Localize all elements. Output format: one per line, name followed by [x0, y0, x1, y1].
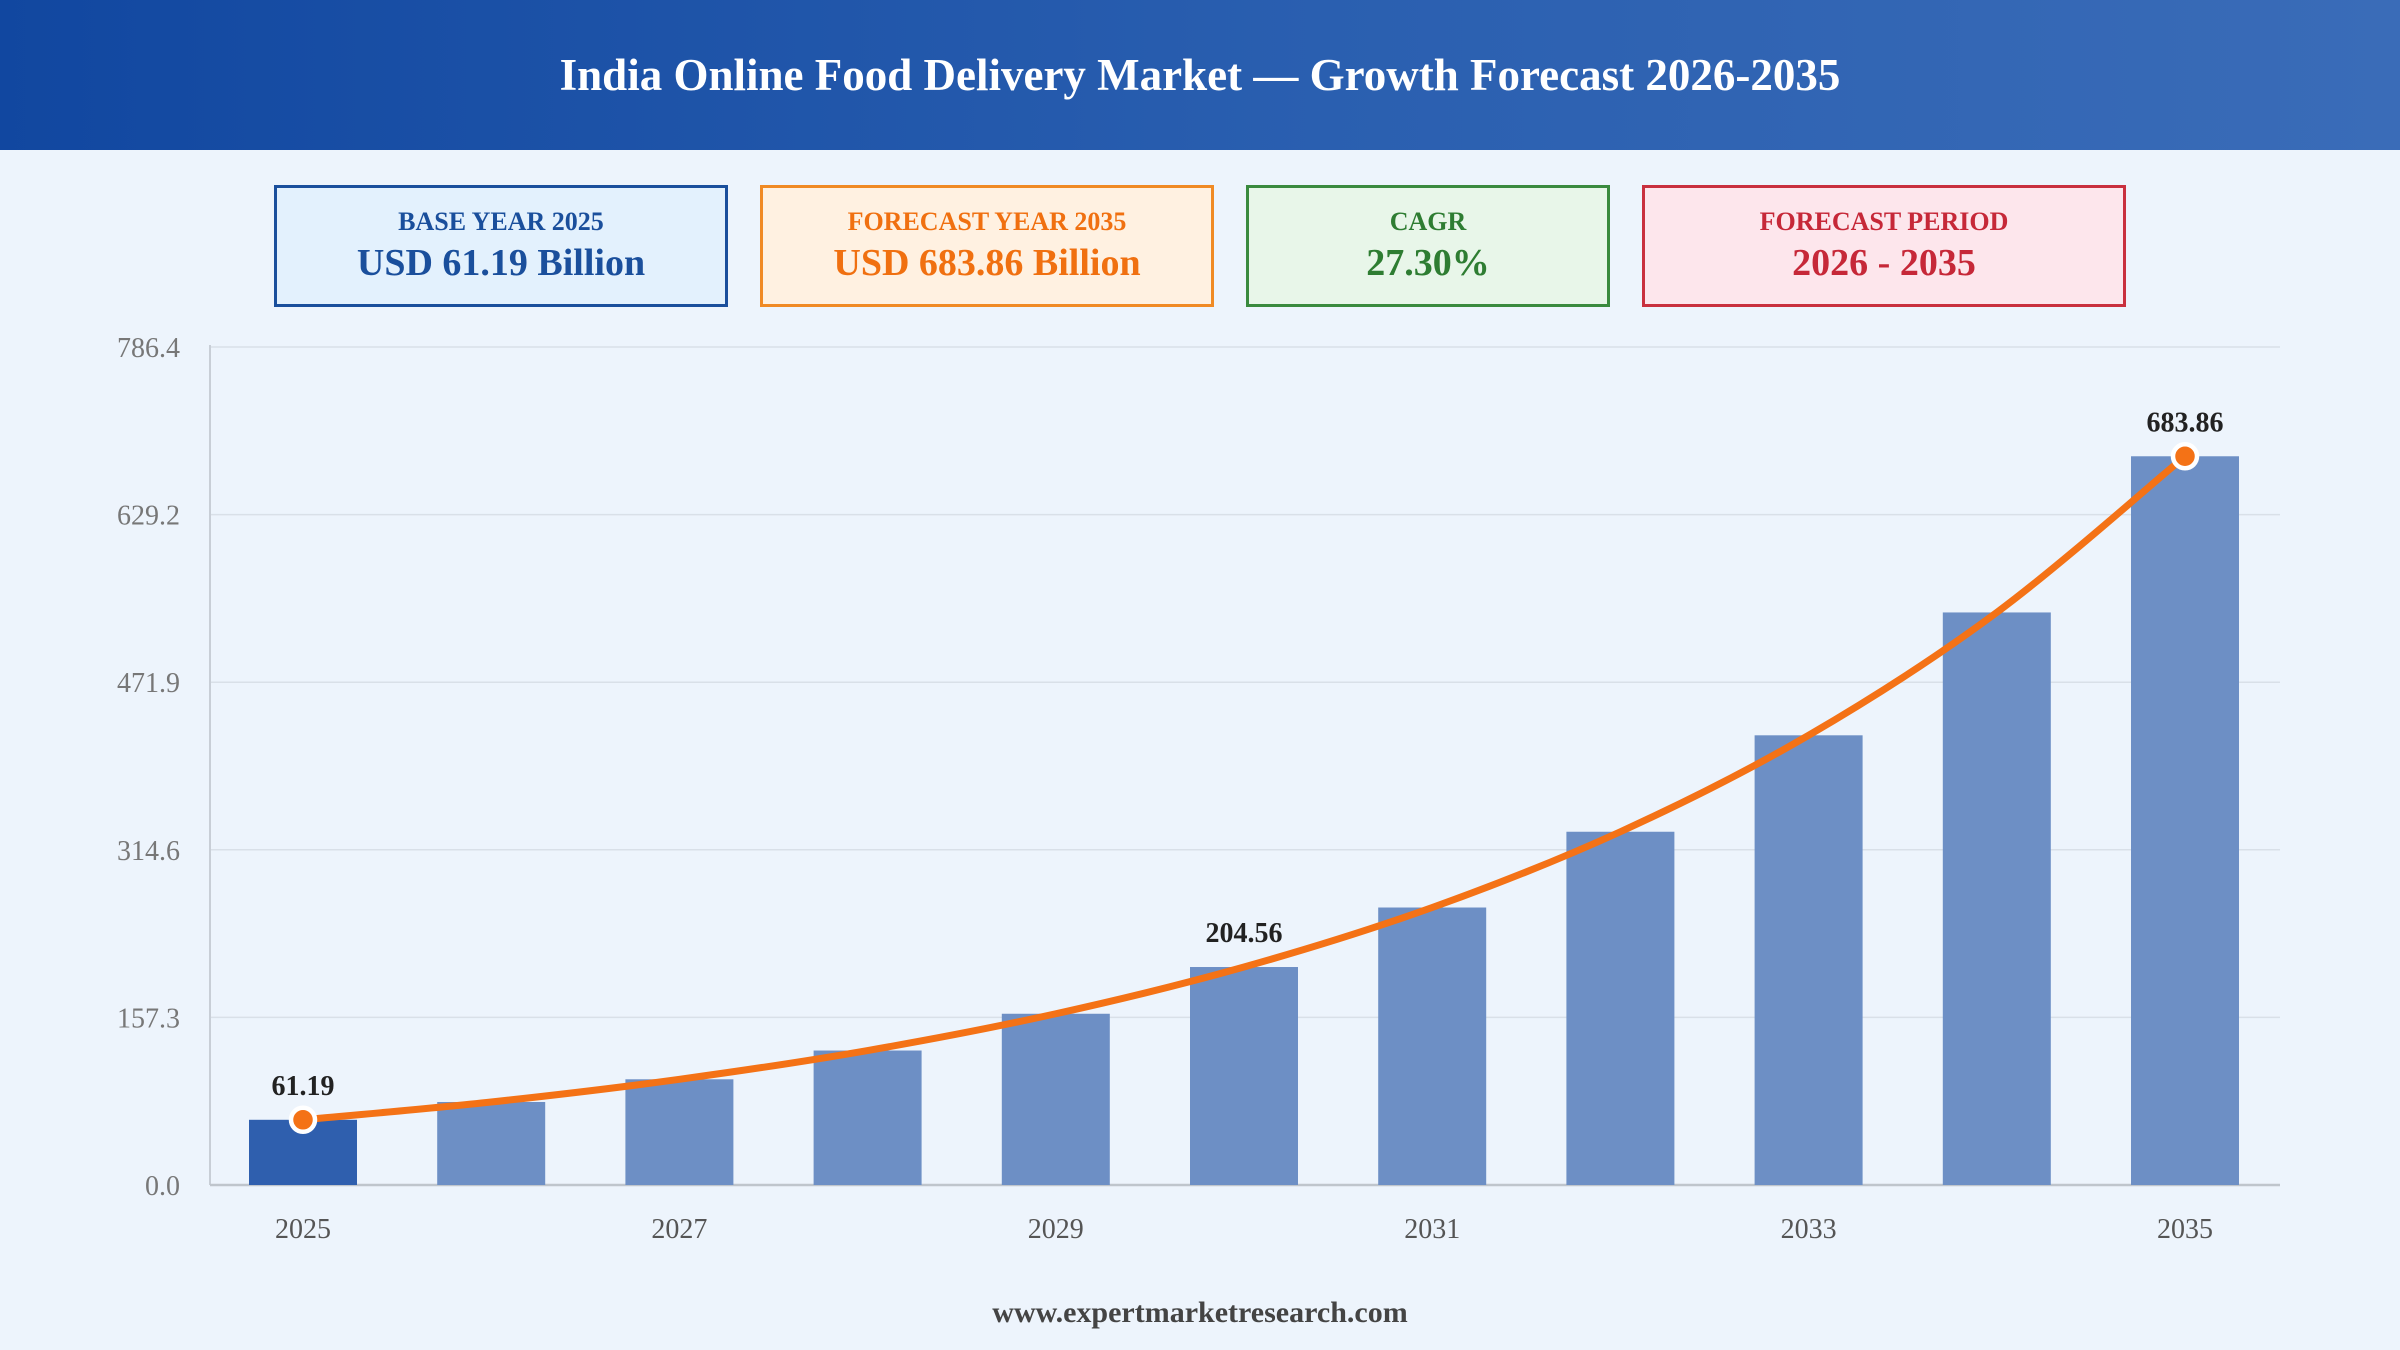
kpi-base-year-value: USD 61.19 Billion — [356, 242, 646, 284]
bar-2030 — [1190, 967, 1298, 1185]
bar-2033 — [1754, 735, 1863, 1185]
kpi-forecast-period-label: FORECAST PERIOD — [1759, 207, 2009, 236]
bar-2035 — [2131, 456, 2239, 1185]
kpi-base-year-label: BASE YEAR 2025 — [398, 207, 604, 236]
kpi-base-year: BASE YEAR 2025 USD 61.19 Billion — [274, 185, 728, 307]
x-tick-label: 2031 — [1404, 1214, 1460, 1245]
y-tick-label: 471.9 — [117, 668, 180, 699]
bar-2029 — [1001, 1013, 1110, 1185]
page-title: India Online Food Delivery Market — Grow… — [559, 50, 1841, 100]
y-tick-label: 629.2 — [117, 501, 180, 532]
data-label-2035: 683.86 — [2147, 407, 2224, 438]
y-tick-label: 786.4 — [117, 333, 180, 364]
bar-2028 — [813, 1050, 922, 1185]
trend-marker-2025 — [288, 1105, 318, 1135]
bar-2026 — [437, 1101, 546, 1185]
data-label-2030: 204.56 — [1206, 918, 1283, 949]
x-tick-label: 2029 — [1028, 1214, 1084, 1245]
y-tick-label: 0.0 — [145, 1171, 180, 1202]
bar-2027 — [625, 1079, 734, 1185]
footer-website: www.expertmarketresearch.com — [992, 1296, 1408, 1329]
x-tick-label: 2035 — [2157, 1214, 2213, 1245]
x-tick-label: 2027 — [651, 1214, 707, 1245]
kpi-forecast-year-value: USD 683.86 Billion — [833, 242, 1141, 284]
data-label-2025: 61.19 — [272, 1071, 335, 1102]
trend-line — [299, 452, 2189, 1124]
y-tick-label: 314.6 — [117, 836, 180, 867]
kpi-forecast-year: FORECAST YEAR 2035 USD 683.86 Billion — [760, 185, 1214, 307]
kpi-forecast-period-value: 2026 - 2035 — [1792, 242, 1976, 284]
market-chart: 0.0 157.3 314.6 471.9 629.2 786.4 2025 2027 2029… — [117, 333, 2280, 1245]
header-banner: India Online Food Delivery Market — Grow… — [0, 0, 2400, 150]
kpi-cagr-label: CAGR — [1389, 207, 1467, 236]
kpi-forecast-period: FORECAST PERIOD 2026 - 2035 — [1642, 185, 2126, 307]
x-tick-label: 2033 — [1781, 1214, 1837, 1245]
x-tick-label: 2025 — [275, 1214, 331, 1245]
kpi-forecast-year-label: FORECAST YEAR 2035 — [847, 207, 1127, 236]
y-tick-label: 157.3 — [117, 1003, 180, 1034]
bar-2034 — [1942, 612, 2051, 1185]
kpi-cagr: CAGR 27.30% — [1246, 185, 1610, 307]
bar-2032 — [1566, 831, 1675, 1185]
trend-marker-2035 — [2170, 442, 2200, 471]
kpi-cagr-value: 27.30% — [1366, 242, 1490, 284]
bar-2031 — [1378, 907, 1487, 1185]
